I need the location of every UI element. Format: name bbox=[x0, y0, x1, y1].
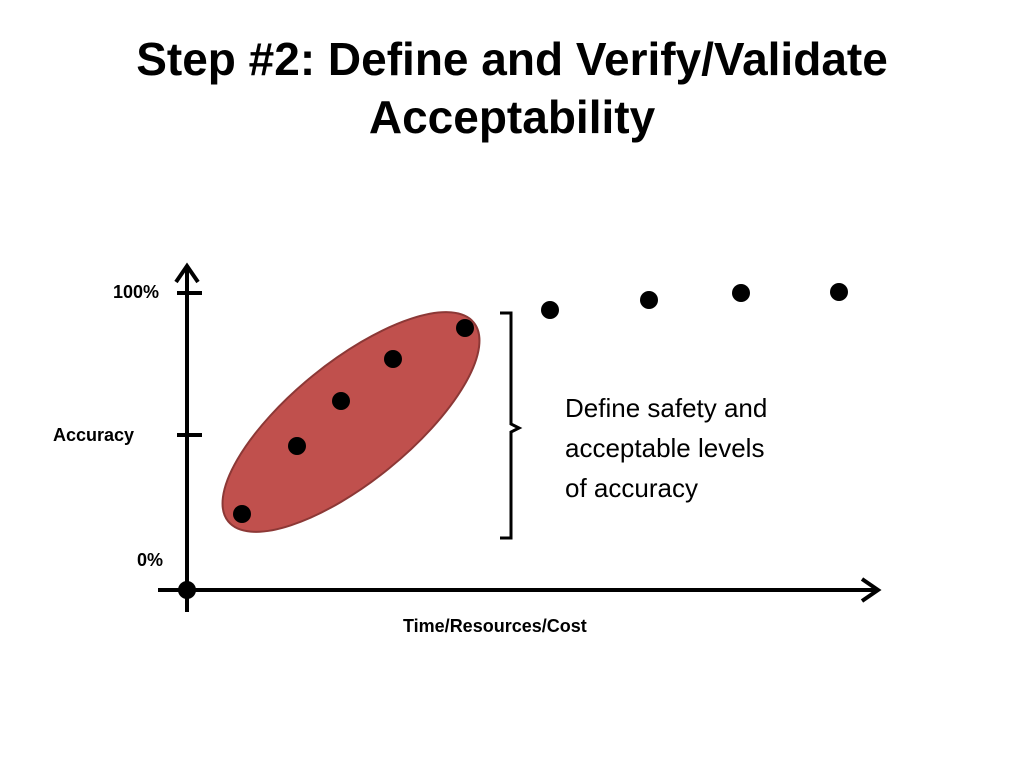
y-tick-label-100: 100% bbox=[113, 282, 160, 302]
plateau-point bbox=[830, 283, 848, 301]
note-line-3: of accuracy bbox=[565, 473, 698, 503]
range-bracket bbox=[500, 311, 523, 540]
y-tick-label-0: 0% bbox=[137, 550, 164, 570]
highlighted-point bbox=[332, 392, 350, 410]
plateau-point bbox=[541, 301, 559, 319]
title-line-1: Step #2: Define and Verify/Validate bbox=[136, 33, 888, 85]
x-axis-label: Time/Resources/Cost bbox=[403, 616, 587, 636]
origin-point bbox=[178, 581, 196, 599]
accuracy-note: Define safety and acceptable levels of a… bbox=[565, 388, 845, 508]
y-axis-arrowhead bbox=[174, 262, 200, 284]
note-line-1: Define safety and bbox=[565, 393, 768, 423]
x-axis-arrowhead bbox=[860, 577, 882, 603]
y-axis-label: Accuracy bbox=[53, 425, 135, 445]
page-title: Step #2: Define and Verify/Validate Acce… bbox=[0, 30, 1024, 146]
plateau-point bbox=[732, 284, 750, 302]
plateau-point bbox=[640, 291, 658, 309]
title-line-2: Acceptability bbox=[368, 91, 656, 143]
highlighted-point bbox=[288, 437, 306, 455]
highlighted-point bbox=[456, 319, 474, 337]
highlighted-point bbox=[233, 505, 251, 523]
highlight-ellipse bbox=[221, 311, 481, 533]
note-line-2: acceptable levels bbox=[565, 433, 765, 463]
highlighted-point bbox=[384, 350, 402, 368]
